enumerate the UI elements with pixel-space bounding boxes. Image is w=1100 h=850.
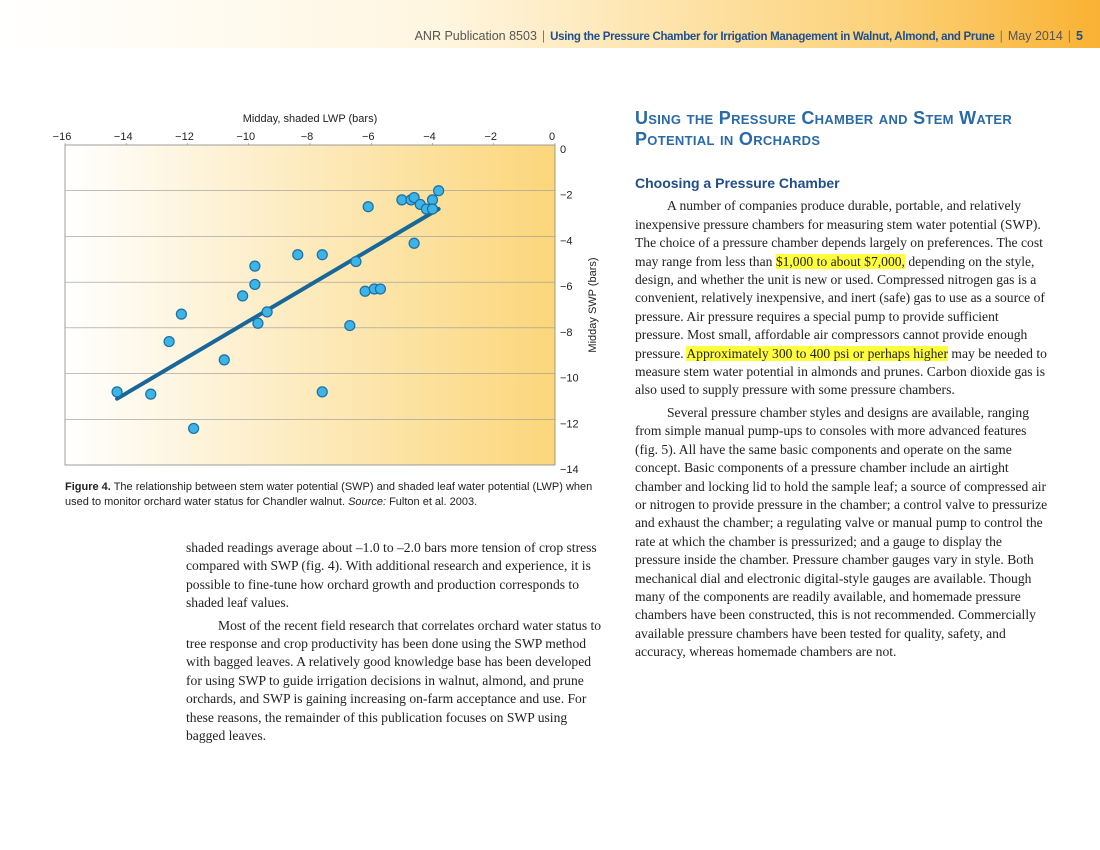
highlighted-text: $1,000 to about $7,000, <box>775 253 905 269</box>
section-heading: Using the Pressure Chamber and Stem Wate… <box>635 108 1013 149</box>
subheading: Choosing a Pressure Chamber <box>635 175 840 191</box>
data-point <box>316 386 328 398</box>
data-point <box>237 290 249 302</box>
data-point <box>374 283 387 295</box>
y-tick-label: −2 <box>560 190 573 202</box>
publication: ANR Publication 8503 <box>414 29 537 43</box>
header-title: Using the Pressure Chamber for Irrigatio… <box>550 31 995 43</box>
plot-area <box>64 144 556 466</box>
separator: | <box>541 29 546 43</box>
data-point <box>408 237 420 249</box>
data-point <box>111 386 123 398</box>
caption-label: Figure 4. <box>65 481 111 493</box>
data-point <box>188 422 200 435</box>
x-tick-label: −4 <box>423 131 436 143</box>
figure-caption: Figure 4. The relationship between stem … <box>65 480 595 510</box>
caption-source-label: Source: <box>348 496 387 508</box>
x-tick-label: −14 <box>114 131 133 143</box>
data-point <box>145 388 157 400</box>
data-point <box>433 185 445 197</box>
data-point <box>396 194 408 206</box>
data-point <box>408 191 420 204</box>
data-point <box>252 317 264 329</box>
y-tick-label: −14 <box>560 464 579 475</box>
data-point <box>350 255 362 268</box>
data-point <box>426 203 439 215</box>
x-tick-label: −2 <box>484 131 497 143</box>
data-point <box>261 306 273 318</box>
x-tick-label: −16 <box>53 131 72 143</box>
separator: | <box>1067 29 1072 43</box>
y-tick-label: −12 <box>560 418 579 430</box>
data-point <box>249 278 261 291</box>
text: Several pressure chamber styles and desi… <box>635 404 1048 660</box>
paragraph: shaded readings average about –1.0 to –2… <box>186 540 597 611</box>
header-bar: ANR Publication 8503 | Using the Pressure … <box>0 0 1100 48</box>
text: A number of companies produce durable, p… <box>635 198 1043 269</box>
x-tick-label: 0 <box>549 131 555 143</box>
date: May 2014 <box>1007 29 1063 43</box>
paragraph: A number of companies produce durable, p… <box>635 197 1050 399</box>
y-axis-label: Midday SWP (bars) <box>587 257 599 352</box>
page-number: 5 <box>1076 29 1083 43</box>
separator: | <box>999 29 1003 43</box>
data-point <box>249 260 261 272</box>
paragraph: Most of the recent field research that c… <box>186 617 602 744</box>
trend-line <box>115 207 441 401</box>
y-tick-label: −8 <box>560 327 573 339</box>
left-column: shaded readings average about –1.0 to –2… <box>186 539 602 749</box>
data-point <box>362 201 374 213</box>
y-tick-label: −6 <box>560 281 573 293</box>
header-text: ANR Publication 8503 | Using the Pressure … <box>415 29 1083 43</box>
x-tick-label: −10 <box>236 131 255 143</box>
chart: Midday, shaded LWP (bars) Midday SWP (ba… <box>53 113 599 475</box>
text: depending on the style, design, and whet… <box>635 253 1045 361</box>
x-tick-label: −12 <box>175 131 194 143</box>
data-point <box>316 249 328 261</box>
highlighted-text: Approximately 300 to 400 psi or perhaps … <box>686 345 948 361</box>
x-tick-label: −6 <box>362 131 375 143</box>
data-point <box>163 335 175 348</box>
x-axis-label: Midday, shaded LWP (bars) <box>243 113 378 125</box>
y-tick-label: 0 <box>560 144 566 156</box>
data-point <box>175 308 187 320</box>
y-tick-label: −10 <box>560 373 579 385</box>
data-point <box>359 285 371 297</box>
text: may be needed to measure stem water pote… <box>635 345 1047 398</box>
data-point <box>218 354 230 366</box>
caption-text: The relationship between stem water pote… <box>65 481 593 508</box>
right-column: Using the Pressure Chamber and Stem Wate… <box>635 108 1050 666</box>
caption-source: Fulton et al. 2003. <box>386 496 478 508</box>
x-tick-label: −8 <box>301 131 314 143</box>
paragraph: Several pressure chamber styles and desi… <box>635 404 1050 662</box>
data-point <box>292 249 304 261</box>
data-point <box>426 194 439 206</box>
y-tick-label: −4 <box>560 235 573 247</box>
data-point <box>344 319 356 332</box>
